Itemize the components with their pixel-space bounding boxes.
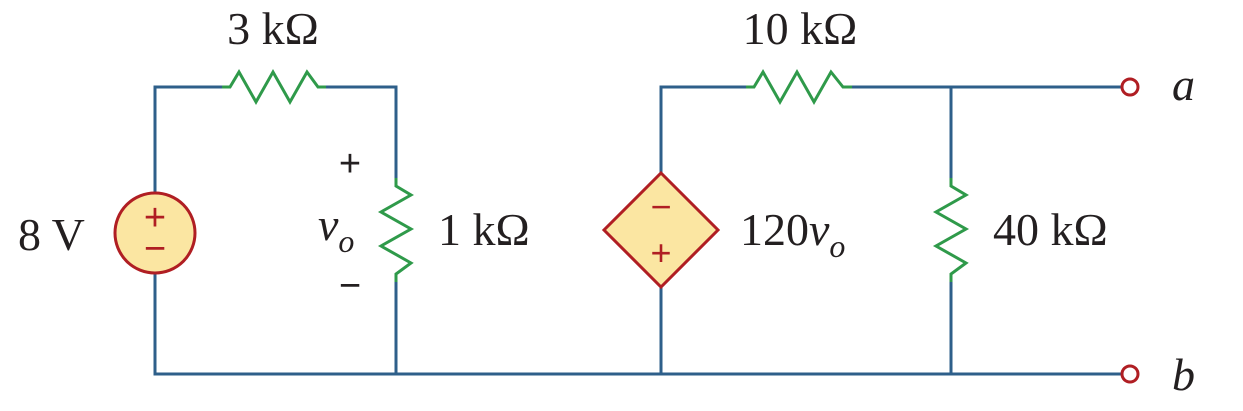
wire-left-bottom (153, 268, 1124, 376)
vo-plus-sign: + (339, 143, 361, 185)
resistor-3k (222, 68, 326, 106)
label-3k: 3 kΩ (227, 3, 319, 54)
terminal-b-node (1120, 364, 1140, 384)
resistor-1k (377, 178, 415, 282)
label-8v: 8 V (18, 209, 85, 260)
voltage-source-8v: + − (113, 191, 197, 275)
label-1k: 1 kΩ (438, 204, 530, 255)
wire-left-top (153, 85, 224, 198)
vo-variable: v (318, 199, 339, 250)
wire-dep-top (659, 85, 748, 175)
label-dependent-gain: 120vo (740, 204, 845, 264)
label-10k: 10 kΩ (743, 3, 858, 54)
resistor-10k (746, 68, 852, 106)
label-40k: 40 kΩ (993, 204, 1108, 255)
dep-source-minus-sign: − (650, 186, 671, 227)
wire-top-mid (324, 85, 398, 180)
vo-label: vo (318, 199, 354, 259)
source-plus-sign: + (144, 197, 166, 239)
vo-subscript: o (338, 223, 354, 259)
dep-source-plus-sign: + (650, 232, 671, 273)
resistor-40k (932, 178, 970, 282)
terminal-a-label: a (1172, 59, 1195, 110)
terminal-b-label: b (1172, 349, 1195, 400)
terminal-a-node (1120, 77, 1140, 97)
dep-gain-subscript: o (829, 228, 845, 264)
wires (153, 85, 1124, 376)
dependent-source: − + (601, 170, 721, 290)
source-minus-sign: − (144, 228, 166, 270)
vo-minus-sign: − (339, 265, 361, 307)
dep-gain-coefficient: 120 (740, 204, 809, 255)
dep-gain-variable: v (809, 204, 830, 255)
